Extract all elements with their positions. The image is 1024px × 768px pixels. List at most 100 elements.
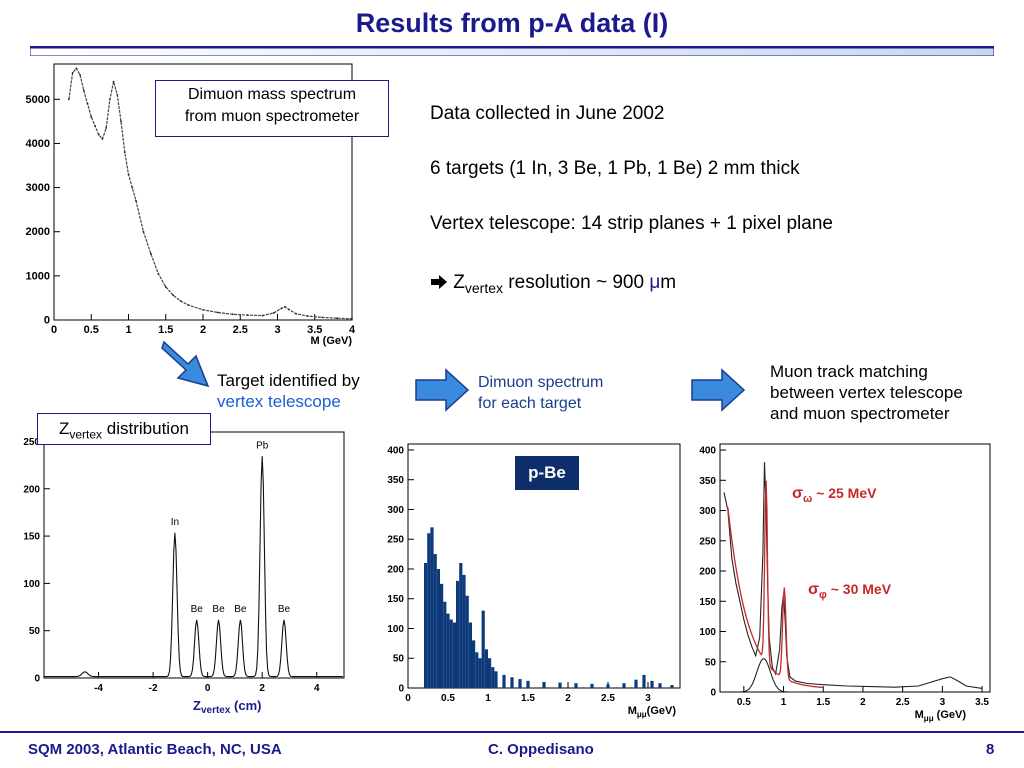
mass-point-17: [131, 186, 134, 189]
mass-xtick-label-3: 1.5: [158, 324, 173, 336]
pbe-label: p-Be: [515, 456, 579, 490]
resolution-unit: m: [660, 272, 677, 293]
pbe-bar-22: [494, 671, 498, 688]
pbe-bar-18: [481, 610, 485, 688]
zv-xtick-label-3: 2: [259, 683, 265, 694]
zv-ytick-label-5: 250: [23, 437, 40, 448]
footer-conference: SQM 2003, Atlantic Beach, NC, USA: [28, 741, 282, 758]
pbe-ytick-label-5: 250: [387, 535, 404, 546]
mass-xtick-label-8: 4: [349, 324, 356, 336]
pbe-bar-29: [574, 683, 578, 688]
mass-xtick-label-1: 0.5: [84, 324, 99, 336]
sigma-omega-val: ~ 25 MeV: [812, 485, 877, 501]
zv-ytick-label-1: 50: [29, 626, 41, 637]
mass-xtick-label-6: 3: [274, 324, 280, 336]
mass-point-34: [287, 308, 290, 311]
pbe-ytick-label-0: 0: [398, 684, 404, 695]
match-ytick-label-8: 400: [699, 446, 716, 457]
mass-point-3: [79, 74, 81, 76]
bullet-vertex-telescope: Vertex telescope: 14 strip planes + 1 pi…: [430, 213, 833, 234]
pbe-xtick-label-4: 2: [565, 693, 571, 704]
zv-peak-label-5: Be: [278, 604, 291, 615]
mass-xtick-label-4: 2: [200, 324, 206, 336]
sigma-phi-sym: σ: [808, 581, 819, 598]
pbe-bar-6: [443, 601, 447, 688]
pbe-bar-10: [456, 580, 460, 688]
match-series-line: [723, 462, 983, 689]
matching-line2: between vertex telescope: [770, 383, 963, 402]
mass-xtick-label-5: 2.5: [233, 324, 248, 336]
zv-peak-label-0: In: [171, 517, 179, 528]
pbe-bar-20: [488, 658, 492, 688]
match-xtick-label-3: 2: [860, 697, 866, 708]
pbe-bar-12: [462, 574, 466, 688]
pbe-bar-5: [440, 583, 444, 688]
mass-point-6: [90, 116, 93, 118]
match-frame: [719, 443, 991, 693]
mass-xlabel: M (GeV): [310, 335, 352, 347]
mass-point-11: [108, 98, 111, 101]
match-ytick-label-0: 0: [710, 688, 716, 699]
footer-page-number: 8: [986, 741, 995, 758]
zv-xlabel: Zvertex (cm): [193, 698, 261, 716]
bullet-data-collected: Data collected in June 2002: [430, 103, 665, 124]
bullet-resolution: Zvertex resolution ~ 900 μm: [430, 272, 676, 296]
mass-point-28: [231, 313, 234, 316]
pbe-ytick-label-3: 150: [387, 594, 404, 605]
sigma-phi-val: ~ 30 MeV: [826, 581, 892, 597]
zv-peak-label-3: Be: [234, 604, 247, 615]
pbe-bar-0: [424, 563, 428, 688]
pbe-bar-31: [606, 684, 610, 688]
target-id-line2: vertex telescope: [217, 392, 341, 411]
zvertex-plot: -4 -2 0 2 4 0 50 100 150 200 250 In Be Be Be Pb Be Zverte…: [18, 431, 352, 722]
matched-svg: 0.5 1 1.5 2 2.5 3 3.5 0 50 100 150 200 250 300 350 400 M…: [699, 443, 991, 723]
sigma-omega-sym: σ: [792, 485, 803, 502]
footer-rule: [0, 731, 1024, 733]
zv-xtick-label-2: 0: [205, 683, 211, 694]
pbe-bar-24: [510, 677, 514, 688]
pbe-xtick-label-0: 0: [405, 693, 411, 704]
match-xtick-label-5: 3: [940, 697, 946, 708]
mass-point-31: [272, 312, 275, 314]
mass-point-21: [157, 272, 160, 275]
match-ytick-label-6: 300: [699, 506, 716, 517]
mass-point-8: [97, 133, 100, 136]
match-ytick-label-2: 100: [699, 627, 716, 638]
match-ytick-label-5: 250: [699, 536, 716, 547]
pbe-bar-25: [518, 679, 522, 688]
match-ytick-label-1: 50: [705, 657, 717, 668]
match-xtick-label-4: 2.5: [896, 697, 910, 708]
pbe-ytick-label-6: 300: [387, 505, 404, 516]
pbe-bar-14: [468, 622, 472, 688]
mass-point-23: [172, 294, 175, 297]
mass-ytick-label-4: 4000: [26, 138, 50, 150]
pbe-bar-1: [427, 533, 431, 688]
pbe-bar-27: [542, 682, 546, 688]
pbe-bar-21: [491, 667, 495, 688]
mass-point-5: [86, 102, 89, 105]
mass-xtick-label-7: 3.5: [307, 324, 322, 336]
pbe-bar-37: [670, 685, 674, 688]
zvertex-rest: distribution: [102, 419, 189, 438]
zvertex-z: Z: [58, 419, 70, 438]
mass-ytick-label-2: 2000: [26, 226, 50, 238]
sigma-phi-sub: φ: [818, 588, 827, 601]
pbe-bar-11: [459, 563, 463, 688]
pbe-bar-19: [484, 649, 488, 688]
pbe-bar-32: [622, 683, 626, 688]
resolution-z: Z: [453, 272, 465, 293]
mass-xtick-label-2: 1: [125, 324, 131, 336]
mass-box-line2: from muon spectrometer: [184, 108, 360, 125]
pbe-xtick-label-1: 0.5: [441, 693, 455, 704]
sigma-omega-label: σω ~ 25 MeV: [792, 485, 876, 505]
zv-ytick-label-0: 0: [34, 674, 40, 685]
pbe-bar-15: [472, 640, 476, 688]
mass-ytick-label-3: 3000: [26, 182, 50, 194]
matching-line3: and muon spectrometer: [770, 404, 950, 423]
pbe-ytick-label-2: 100: [387, 624, 404, 635]
zv-xtick-label-4: 4: [314, 683, 320, 694]
mass-point-39: [351, 317, 353, 320]
pbe-xtick-label-3: 1.5: [521, 693, 535, 704]
zv-peak-label-1: Be: [191, 604, 204, 615]
mass-point-29: [246, 314, 249, 317]
